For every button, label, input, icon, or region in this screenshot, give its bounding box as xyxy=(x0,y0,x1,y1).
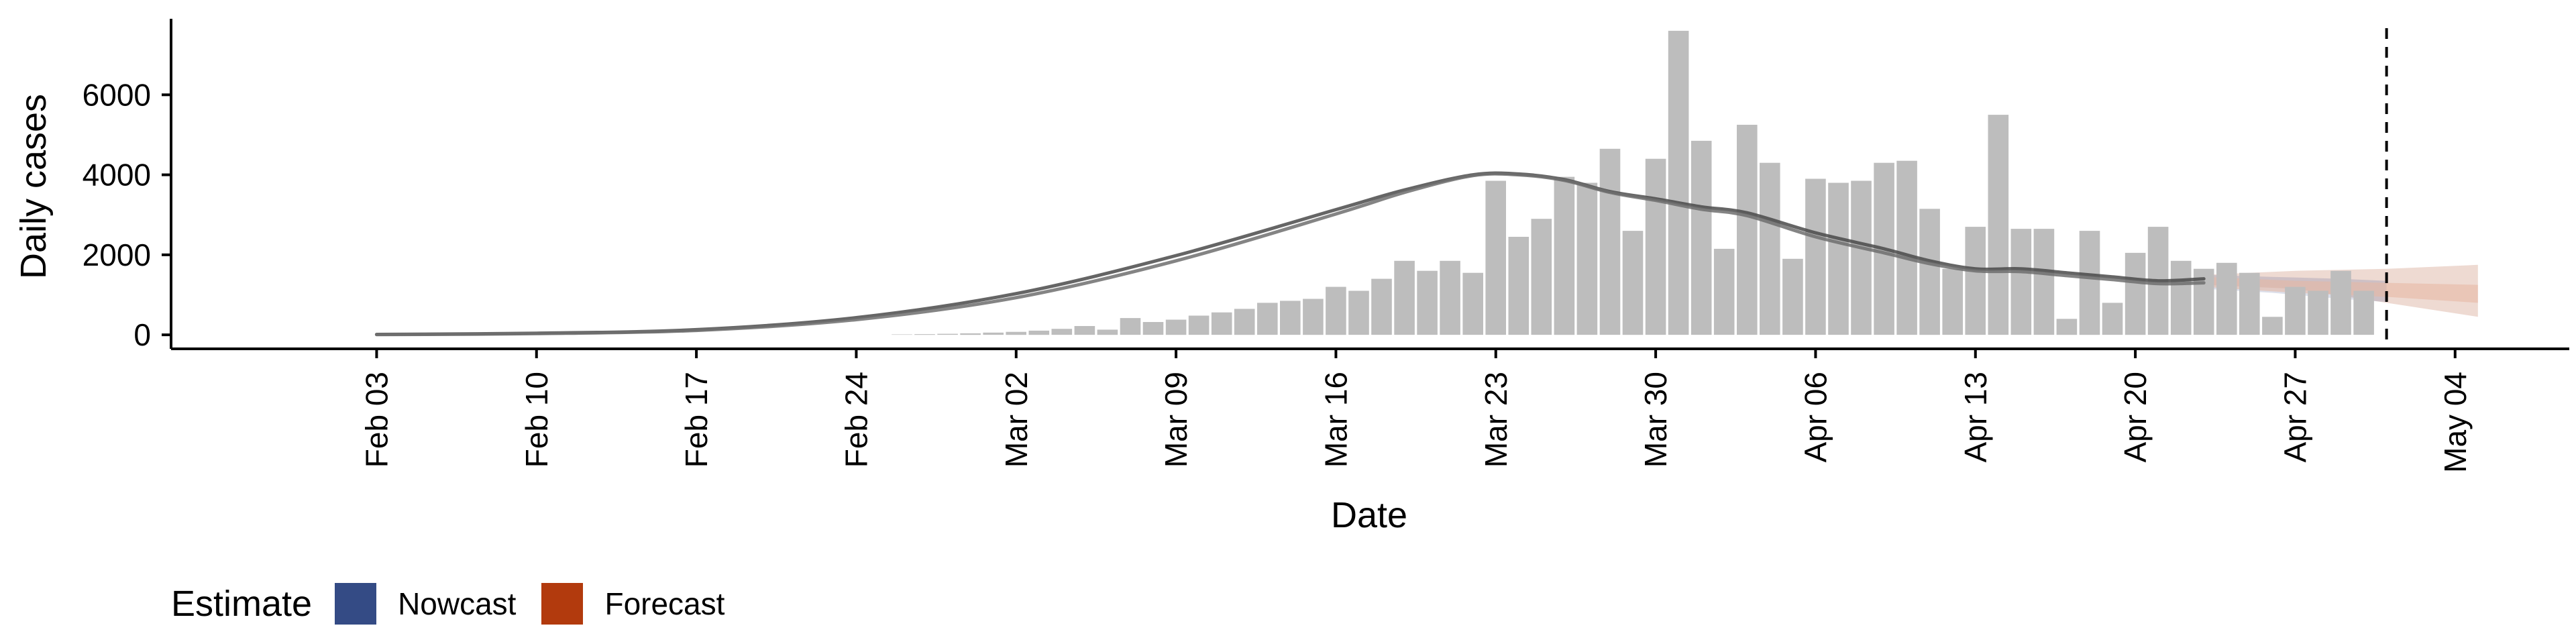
case-bar xyxy=(1280,301,1301,335)
case-bar xyxy=(1599,148,1621,335)
case-bar xyxy=(937,333,958,335)
case-bar xyxy=(1028,330,1050,335)
daily-case-bars xyxy=(892,30,2374,335)
legend-key-forecast xyxy=(541,583,584,625)
case-bar xyxy=(1622,231,1644,335)
x-tick-label: Feb 24 xyxy=(839,372,873,468)
case-bar xyxy=(1234,309,1255,335)
case-bar xyxy=(1326,286,1346,335)
case-bar xyxy=(1737,125,1758,335)
x-tick-label: Mar 16 xyxy=(1318,372,1353,468)
case-bar xyxy=(1690,140,1712,335)
legend-label-nowcast: Nowcast xyxy=(398,586,517,621)
x-tick-label: Feb 10 xyxy=(519,372,554,468)
case-bar xyxy=(2033,229,2055,335)
x-tick-label: Apr 20 xyxy=(2118,372,2153,463)
case-bar xyxy=(1440,260,1460,335)
x-tick-label: Apr 13 xyxy=(1958,372,1993,463)
y-tick-label: 2000 xyxy=(83,237,151,272)
case-bar xyxy=(1760,162,1780,335)
case-bar xyxy=(1942,268,1963,335)
case-bar xyxy=(1896,160,1917,335)
x-tick-label: Mar 02 xyxy=(999,372,1034,468)
case-bar xyxy=(960,333,981,335)
case-bar xyxy=(2216,262,2237,335)
case-bar xyxy=(1782,258,1803,335)
legend-label-forecast: Forecast xyxy=(604,586,725,621)
x-axis-label: Date xyxy=(1331,495,1407,535)
legend: Estimate Nowcast Forecast xyxy=(171,580,750,627)
case-bar xyxy=(1051,329,1073,335)
case-bar xyxy=(1097,329,1118,335)
case-bar xyxy=(2125,252,2146,335)
case-bar xyxy=(1006,331,1026,335)
case-bar xyxy=(914,334,935,335)
case-bar xyxy=(1919,209,1940,335)
case-bar xyxy=(1965,227,1986,335)
estimate-curve-2 xyxy=(374,172,2206,337)
case-bar xyxy=(1668,30,1689,335)
case-bar xyxy=(1120,318,1141,335)
case-bar xyxy=(983,332,1004,335)
case-bar xyxy=(2010,229,2032,335)
estimate-curves xyxy=(374,171,2206,337)
case-bar xyxy=(1074,326,1095,335)
y-tick-label: 0 xyxy=(133,317,151,352)
case-bar xyxy=(1142,322,1164,335)
y-tick-label: 6000 xyxy=(83,77,151,112)
case-bar xyxy=(1348,290,1369,335)
case-bar xyxy=(2079,231,2100,335)
case-bar xyxy=(2308,290,2328,335)
case-bar xyxy=(1805,178,1826,335)
case-bar xyxy=(1188,315,1210,335)
case-bar xyxy=(1988,115,2009,335)
legend-key-nowcast xyxy=(335,583,377,625)
case-bar xyxy=(1303,299,1324,335)
x-tick-label: May 04 xyxy=(2438,372,2473,473)
case-bar xyxy=(2262,317,2283,335)
y-axis-ticks: 0 2000 4000 6000 xyxy=(83,77,171,352)
case-bar xyxy=(1394,260,1415,335)
y-axis-label: Daily cases xyxy=(13,94,54,279)
case-bar xyxy=(2353,290,2374,335)
x-tick-label: Apr 27 xyxy=(2277,372,2312,463)
case-bar xyxy=(2330,270,2351,335)
case-bar xyxy=(2102,303,2123,335)
y-tick-label: 4000 xyxy=(83,158,151,193)
case-bar xyxy=(1508,237,1529,335)
case-bar xyxy=(2056,319,2078,335)
case-bar xyxy=(1371,278,1392,335)
case-bar xyxy=(1576,182,1598,335)
case-bar xyxy=(1554,176,1575,335)
x-tick-label: Mar 09 xyxy=(1159,372,1193,468)
x-tick-label: Feb 03 xyxy=(359,372,394,468)
legend-title: Estimate xyxy=(171,584,313,624)
case-bar xyxy=(1531,219,1552,335)
x-tick-label: Feb 17 xyxy=(679,372,714,468)
case-bar xyxy=(1851,180,1872,335)
case-bar xyxy=(2239,272,2260,335)
case-bar xyxy=(1828,182,1849,335)
cases-chart: 0 2000 4000 6000 Feb 03 Feb 10 Feb 17 Feb 24 Ma… xyxy=(13,19,2569,535)
x-tick-label: Apr 06 xyxy=(1798,372,1833,463)
case-bar xyxy=(1211,312,1232,335)
case-bar xyxy=(1165,319,1187,335)
x-tick-label: Mar 23 xyxy=(1479,372,1513,468)
case-bar xyxy=(1462,272,1483,335)
x-axis-ticks: Feb 03 Feb 10 Feb 17 Feb 24 Mar 02 Mar 09 Mar … xyxy=(359,349,2473,473)
case-bar xyxy=(1417,270,1438,335)
x-tick-label: Mar 30 xyxy=(1638,372,1673,468)
case-bar xyxy=(1645,158,1666,335)
case-bar xyxy=(1485,180,1506,335)
case-bar xyxy=(2285,286,2306,335)
case-bar xyxy=(1257,303,1278,335)
case-bar xyxy=(1713,248,1735,335)
axes xyxy=(170,19,2569,350)
case-bar xyxy=(2170,260,2192,335)
